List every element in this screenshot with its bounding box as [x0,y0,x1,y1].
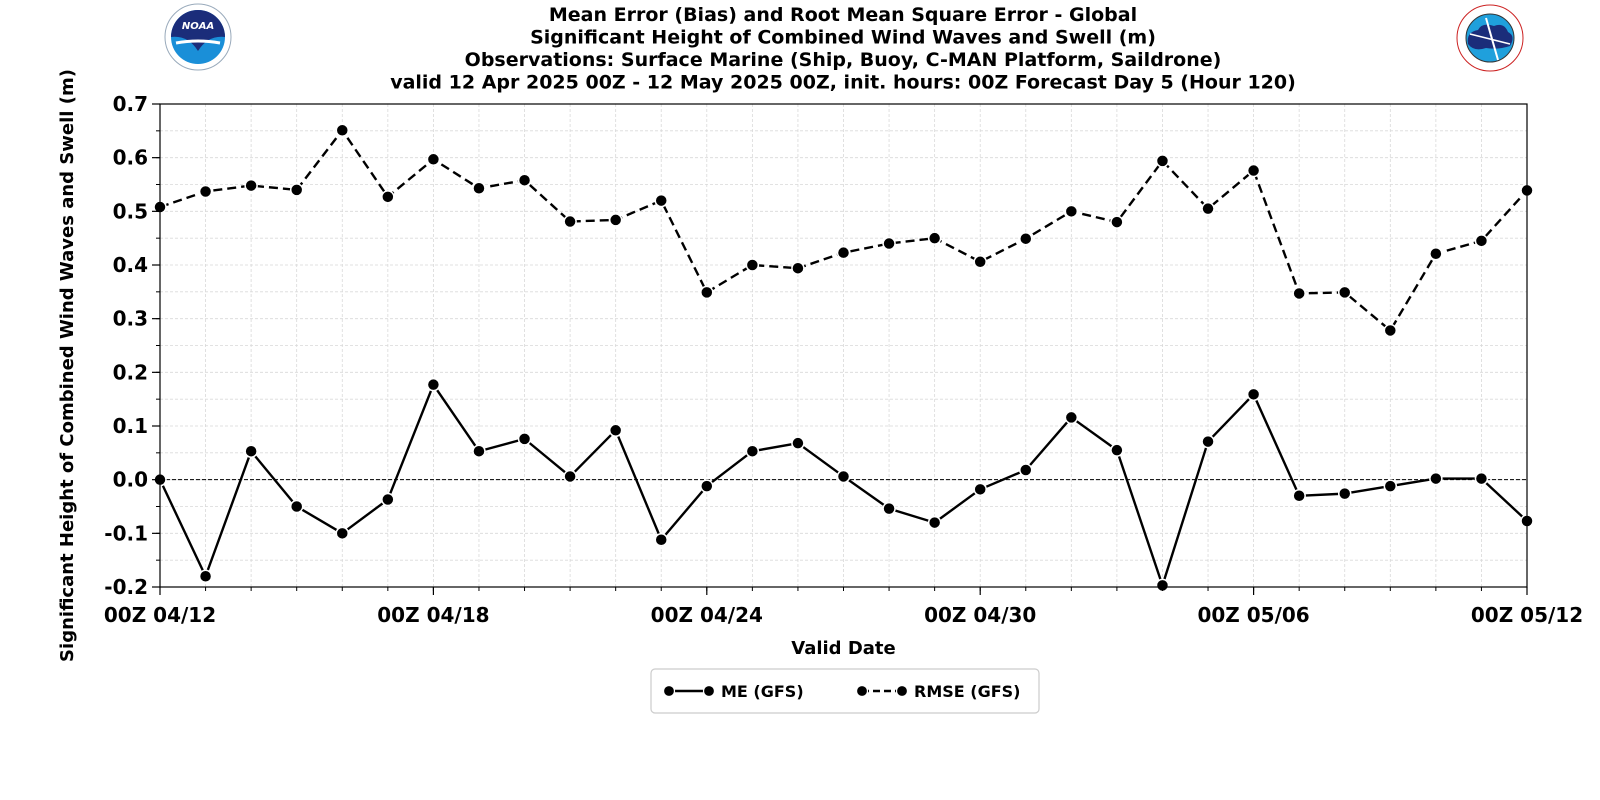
title-line-2: Significant Height of Combined Wind Wave… [530,27,1156,49]
rmse-point [381,190,395,204]
rmse-point [1064,204,1079,219]
rmse-point [973,255,987,269]
me-point [1292,489,1306,503]
me-point [1110,443,1124,457]
me-point [1019,463,1033,477]
me-point [654,533,668,547]
me-point [198,569,213,584]
y-tick-label: 0.6 [113,146,148,170]
gridlines [159,103,1528,588]
legend-label-rmse: RMSE (GFS) [914,682,1020,701]
x-axis-label: Valid Date [791,638,895,659]
x-tick-label: 00Z 04/30 [924,603,1036,627]
legend-marker [855,684,869,698]
rmse-point [335,123,350,138]
me-point [973,482,987,497]
rmse-point [1110,215,1124,229]
rmse-point [1155,154,1170,168]
rmse-point [1337,285,1352,300]
rmse-point [700,285,714,300]
x-tick-label: 00Z 05/06 [1197,603,1309,627]
series-lines [153,123,1534,593]
rmse-point [1246,163,1261,178]
me-point [289,499,304,514]
me-point [1246,387,1261,402]
me-point [927,515,942,530]
x-axis-ticks: 00Z 04/12 00Z 04/18 00Z 04/24 00Z 04/30 00Z … [104,587,1583,627]
me-point [745,444,760,458]
rmse-point [836,245,851,260]
y-tick-label: 0.7 [113,92,148,116]
y-tick-label: 0.0 [113,468,148,492]
y-tick-label: 0.2 [113,360,148,384]
rmse-point [563,214,577,229]
title-line-4: valid 12 Apr 2025 00Z - 12 May 2025 00Z,… [390,72,1296,94]
y-axis-label: Significant Height of Combined Wind Wave… [57,69,78,662]
rmse-point [927,231,942,245]
legend-marker [895,684,909,698]
me-point [791,436,805,450]
rmse-point [1429,246,1443,261]
rmse-point [1383,323,1398,338]
rmse-point [882,236,896,251]
plot-area: -0.2 -0.1 0.0 0.1 0.2 0.3 0.4 0.5 0.6 0.7 00Z 04/… [104,92,1583,627]
me-point [563,469,577,484]
me-point [1429,471,1443,486]
me-point [836,469,851,484]
me-point [426,377,441,392]
rmse-point [472,181,486,196]
chart-title: Mean Error (Bias) and Root Mean Square E… [390,4,1296,94]
nws-logo [1456,4,1524,72]
me-point [700,479,714,493]
x-tick-label: 00Z 05/12 [1471,603,1583,627]
me-point [381,492,395,507]
y-tick-label: 0.5 [113,199,148,223]
noaa-logo: NOAA [164,3,232,71]
me-point [1474,471,1489,486]
y-tick-label: 0.1 [113,414,148,438]
legend-marker [702,684,716,698]
y-tick-label: -0.1 [104,521,148,545]
rmse-point [1474,234,1489,248]
me-point [1155,578,1170,593]
y-tick-label: 0.3 [113,307,148,331]
rmse-point [517,173,532,187]
legend-box [650,668,1040,714]
rmse-point [1019,231,1033,246]
y-axis-ticks: -0.2 -0.1 0.0 0.1 0.2 0.3 0.4 0.5 0.6 0.7 [104,92,160,599]
rmse-point [791,261,805,275]
me-point [335,526,350,541]
me-point [244,444,258,458]
noaa-logo-text: NOAA [182,21,214,32]
legend: ME (GFS) RMSE (GFS) [650,668,1040,714]
me-point [517,432,532,446]
rmse-point [745,258,760,272]
me-point [1383,479,1398,493]
rmse-point [289,183,304,197]
rmse-point [1201,201,1215,216]
x-tick-label: 00Z 04/24 [651,603,763,627]
x-tick-label: 00Z 04/18 [377,603,489,627]
me-point [472,444,486,458]
me-point [1337,486,1352,501]
me-point [608,423,623,438]
me-point [1201,434,1215,449]
rmse-point [426,152,441,167]
me-point [1064,410,1079,425]
legend-marker [662,684,676,698]
x-tick-label: 00Z 04/12 [104,603,216,627]
me-point [882,501,896,516]
rmse-point [608,213,623,227]
legend-label-me: ME (GFS) [721,682,804,701]
title-line-1: Mean Error (Bias) and Root Mean Square E… [549,4,1137,26]
rmse-point [1292,286,1306,301]
rmse-point [244,178,258,193]
rmse-point [198,184,213,199]
title-line-3: Observations: Surface Marine (Ship, Buoy… [465,49,1222,71]
y-tick-label: -0.2 [104,575,148,599]
rmse-point [654,193,668,208]
y-tick-label: 0.4 [113,253,148,277]
